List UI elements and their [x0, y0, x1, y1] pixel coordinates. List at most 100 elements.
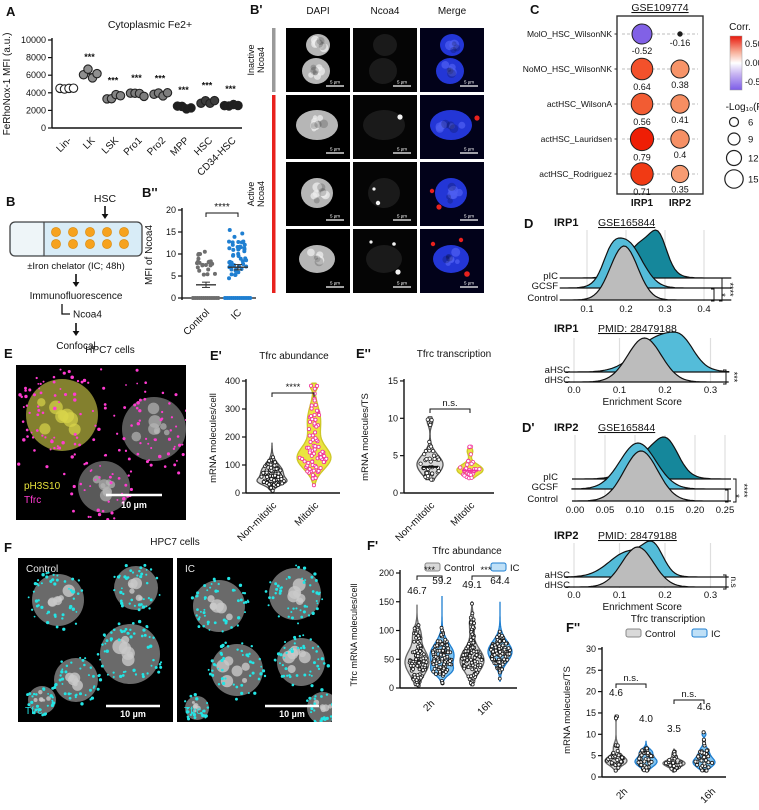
x-category: 16h [476, 698, 496, 718]
x-category: Control [182, 307, 213, 338]
y-tick: 20 [586, 687, 596, 697]
panel-ep-ylabel: mRNA molecules/cell [208, 393, 219, 483]
series-label: GCSF [532, 482, 559, 493]
scale-bar-label: 10 µm [279, 709, 305, 719]
panel-a-label: A [6, 4, 16, 19]
series-label: GCSF [532, 281, 559, 292]
sig-label: **** [214, 202, 230, 213]
marker-tfrc-label: Tfrc [24, 495, 41, 506]
series-label: dHSC [545, 375, 570, 386]
legend-size-title: -Log₁₀(P) [726, 102, 759, 113]
panel-fp-chart: Tfrc abundance Control IC Tfrc mRNA molecul… [349, 546, 520, 718]
legend-corr-title: Corr. [729, 22, 751, 33]
x-tick: 0.1 [613, 590, 626, 601]
panel-a-chart: Cytoplasmic Fe2+ FeRhoNox-1 MFI (a.u.) 0 20… [2, 19, 243, 178]
x-category: LK [81, 135, 98, 152]
bubble-col-label: IRP1 [631, 198, 654, 209]
mean-annotation: 64.4 [490, 576, 510, 587]
y-tick: 8000 [26, 53, 46, 63]
column-header: Ncoa4 [371, 6, 400, 17]
y-tick: 30 [586, 644, 596, 654]
gene-label: IRP1 [554, 323, 578, 335]
x-category: 16h [699, 786, 719, 806]
y-tick: 0 [591, 772, 596, 782]
panel-ep-chart: Tfrc abundance mRNA molecules/cell 0 100 200… [208, 351, 340, 544]
bubble-value: 0.79 [633, 153, 651, 163]
legend-corr-tick: -0.50 [745, 77, 759, 87]
mean-annotation: 4.0 [639, 714, 653, 725]
sig-label: *** [178, 85, 189, 95]
panel-c-bubble-chart: GSE109774 MolO_HSC_WilsonNK -0.52 -0.16 NoMO… [523, 2, 759, 209]
scale-bar-label: 5 µm [464, 80, 474, 85]
legend-corr-tick: 0.50 [745, 39, 759, 49]
sig-label: *** [202, 80, 213, 90]
scale-bar-label: 5 µm [397, 147, 407, 152]
panel-e-microscopy: HPC7 cells pH3S10 Tfrc 10 µm [16, 345, 186, 520]
series-label: aHSC [545, 570, 570, 581]
sig-label: **** [739, 483, 749, 498]
y-tick: 100 [225, 460, 240, 470]
gene-label: IRP1 [554, 217, 578, 229]
y-tick: 200 [225, 432, 240, 442]
scale-bar-label: 5 µm [330, 147, 340, 152]
panel-f-title: HPC7 cells [150, 537, 199, 548]
x-category: Lin- [55, 135, 75, 155]
x-category: LSK [100, 135, 121, 156]
dataset-label: GSE165844 [598, 217, 655, 229]
sig-label: **** [286, 382, 301, 393]
condition-label: Control [26, 564, 58, 575]
x-tick: 0.3 [704, 590, 717, 601]
dataset-label: PMID: 28479188 [598, 323, 677, 335]
panel-ep-title: Tfrc abundance [259, 351, 329, 362]
bubble-value: 0.64 [633, 82, 651, 92]
x-tick: 0.1 [613, 385, 626, 396]
marker-tfrc-label: Tfrc [184, 706, 201, 717]
panel-f-microscopy: HPC7 cells Control Tfrc 10 µm IC Tfrc 10 µm [18, 537, 332, 722]
column-header: DAPI [306, 6, 329, 17]
panel-fp-title: Tfrc abundance [432, 546, 502, 557]
sig-label: *** [424, 565, 435, 576]
sig-label: n.s. [681, 689, 696, 700]
x-tick: 0.10 [626, 505, 645, 516]
row-group-label: Ncoa4 [256, 47, 266, 73]
y-tick: 5 [393, 451, 398, 461]
schematic-hsc: HSC [94, 193, 117, 205]
scale-bar-label: 5 µm [330, 281, 340, 286]
bubble-value: 0.56 [633, 117, 651, 127]
legend-control: Control [444, 563, 475, 574]
y-tick: 0 [389, 683, 394, 693]
x-tick: 0.3 [704, 385, 717, 396]
panel-f-label: F [4, 540, 12, 555]
bubble-row-label: actHSC_Rodriguez [539, 169, 612, 179]
mean-annotation: 3.5 [667, 724, 681, 735]
bubble-value: 0.35 [671, 185, 689, 195]
bubble-row-label: actHSC_WilsonA [547, 99, 613, 109]
panel-epp-label: E'' [356, 346, 371, 361]
panel-fpp-title: Tfrc transcription [631, 614, 705, 625]
x-tick: 0.4 [697, 304, 710, 315]
schematic-immunofluorescence: Immunofluorescence [30, 291, 123, 302]
panel-fpp-ylabel: mRNA molecules/TS [562, 666, 573, 754]
panel-fpp-chart: Tfrc transcription Control IC mRNA molecule… [562, 614, 726, 806]
scale-bar-label: 5 µm [330, 80, 340, 85]
scale-bar-label: 10 µm [121, 500, 147, 510]
legend-corr-tick: 0.00 [745, 58, 759, 68]
dataset-label: PMID: 28479188 [598, 530, 677, 542]
panel-c-label: C [530, 2, 540, 17]
y-tick: 10 [586, 729, 596, 739]
y-tick: 2000 [26, 105, 46, 115]
sig-label: *** [225, 84, 236, 94]
y-tick: 4000 [26, 88, 46, 98]
panel-b-label: B [6, 194, 16, 209]
y-tick: 20 [166, 205, 176, 215]
legend-ic: IC [510, 563, 520, 574]
ridge-pIC [559, 229, 732, 279]
ridge-Control [559, 245, 732, 301]
row-group-label: Inactive [246, 44, 256, 75]
marker-ph3s10-label: pH3S10 [24, 481, 61, 492]
schematic-ncoa4: Ncoa4 [73, 310, 102, 321]
x-tick: 0.2 [619, 304, 632, 315]
x-category: Mitotic [293, 500, 321, 528]
